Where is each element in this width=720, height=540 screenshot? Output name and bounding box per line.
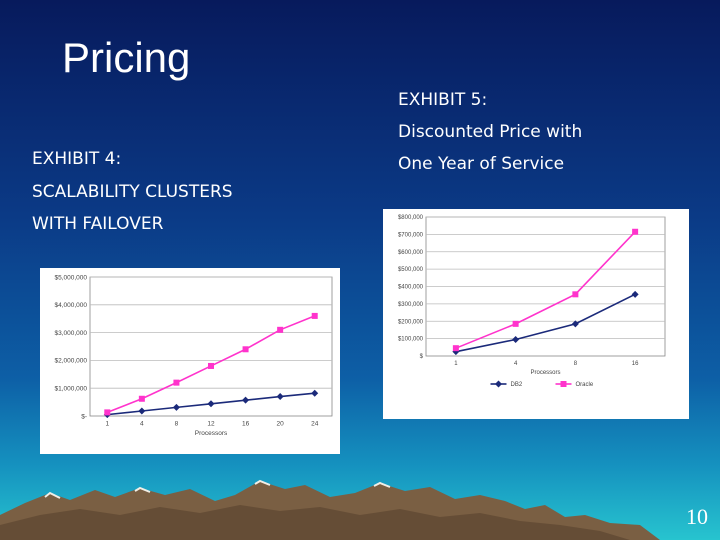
data-point [173, 379, 180, 386]
y-tick-label: $3,000,000 [54, 330, 87, 337]
y-tick-label: $300,000 [398, 302, 424, 308]
data-point [172, 403, 180, 411]
data-point [311, 312, 318, 319]
x-tick-label: 12 [207, 421, 215, 428]
x-tick-label: 24 [311, 421, 319, 428]
y-tick-label: $500,000 [398, 267, 424, 273]
data-point [572, 291, 579, 298]
exhibit5-chart-panel: $ $100,000 $200,000 $300,000 $400,000 $500,00… [383, 209, 689, 419]
exhibit5-chart: $ $100,000 $200,000 $300,000 $400,000 $500,00… [398, 215, 666, 388]
series-line [455, 231, 636, 349]
data-point [311, 389, 319, 397]
data-point [512, 335, 520, 343]
y-tick-label: $5,000,000 [54, 274, 87, 281]
x-tick-label: 8 [175, 421, 179, 428]
data-point [277, 326, 284, 333]
legend-swatch-marker [560, 381, 567, 387]
y-tick-label: $4,000,000 [54, 302, 87, 309]
x-tick-label: 16 [632, 361, 639, 367]
legend-label: DB2 [511, 382, 523, 388]
x-tick-label: 4 [140, 421, 144, 428]
data-point [571, 320, 579, 328]
plot-area [89, 276, 333, 417]
y-tick-label: $200,000 [398, 319, 424, 325]
data-point [242, 396, 250, 404]
y-tick-label: $1,000,000 [54, 385, 87, 392]
y-tick-label: $800,000 [398, 215, 424, 221]
slide-title: Pricing [62, 34, 191, 81]
exhibit5-heading: EXHIBIT 5: [398, 90, 488, 110]
data-point [452, 345, 459, 352]
data-point [632, 228, 639, 235]
y-tick-label: $400,000 [398, 285, 424, 291]
y-tick-label: $100,000 [398, 337, 424, 343]
exhibit4-subtitle-line2: WITH FAILOVER [32, 214, 164, 234]
data-point [207, 400, 215, 408]
data-point [631, 290, 639, 298]
y-tick-label: $ [420, 354, 424, 360]
y-tick-label: $2,000,000 [54, 358, 87, 365]
x-tick-label: 1 [105, 421, 109, 428]
exhibit4-subtitle-line1: SCALABILITY CLUSTERS [32, 182, 233, 202]
x-axis-label: Processors [195, 430, 228, 437]
exhibit5-subtitle-line1: Discounted Price with [398, 122, 583, 142]
series-line [455, 293, 636, 353]
exhibit5-subtitle-line2: One Year of Service [398, 154, 565, 174]
mountain-range-illustration [0, 479, 660, 540]
x-tick-label: 8 [574, 361, 578, 367]
page-number: 10 [686, 504, 708, 529]
data-point [104, 409, 111, 416]
data-point [242, 346, 249, 353]
data-point [138, 407, 146, 415]
data-point [208, 362, 214, 369]
x-tick-label: 4 [514, 361, 518, 367]
y-tick-label: $600,000 [398, 250, 424, 256]
x-tick-label: 20 [277, 421, 285, 428]
y-tick-label: $700,000 [398, 232, 424, 238]
exhibit4-chart: $- $1,000,000 $2,000,000 $3,000,000 $4,000,0… [54, 274, 333, 437]
legend-swatch-marker [495, 380, 502, 388]
y-tick-label: $- [81, 413, 87, 420]
legend-label: Oracle [576, 382, 594, 388]
exhibit4-heading: EXHIBIT 4: [32, 149, 122, 169]
x-tick-label: 16 [242, 421, 250, 428]
data-point [276, 393, 284, 401]
x-axis-label: Processors [530, 370, 560, 376]
data-point [138, 395, 145, 402]
x-tick-label: 1 [454, 361, 458, 367]
exhibit4-chart-panel: $- $1,000,000 $2,000,000 $3,000,000 $4,000,0… [40, 268, 340, 454]
data-point [512, 320, 519, 327]
